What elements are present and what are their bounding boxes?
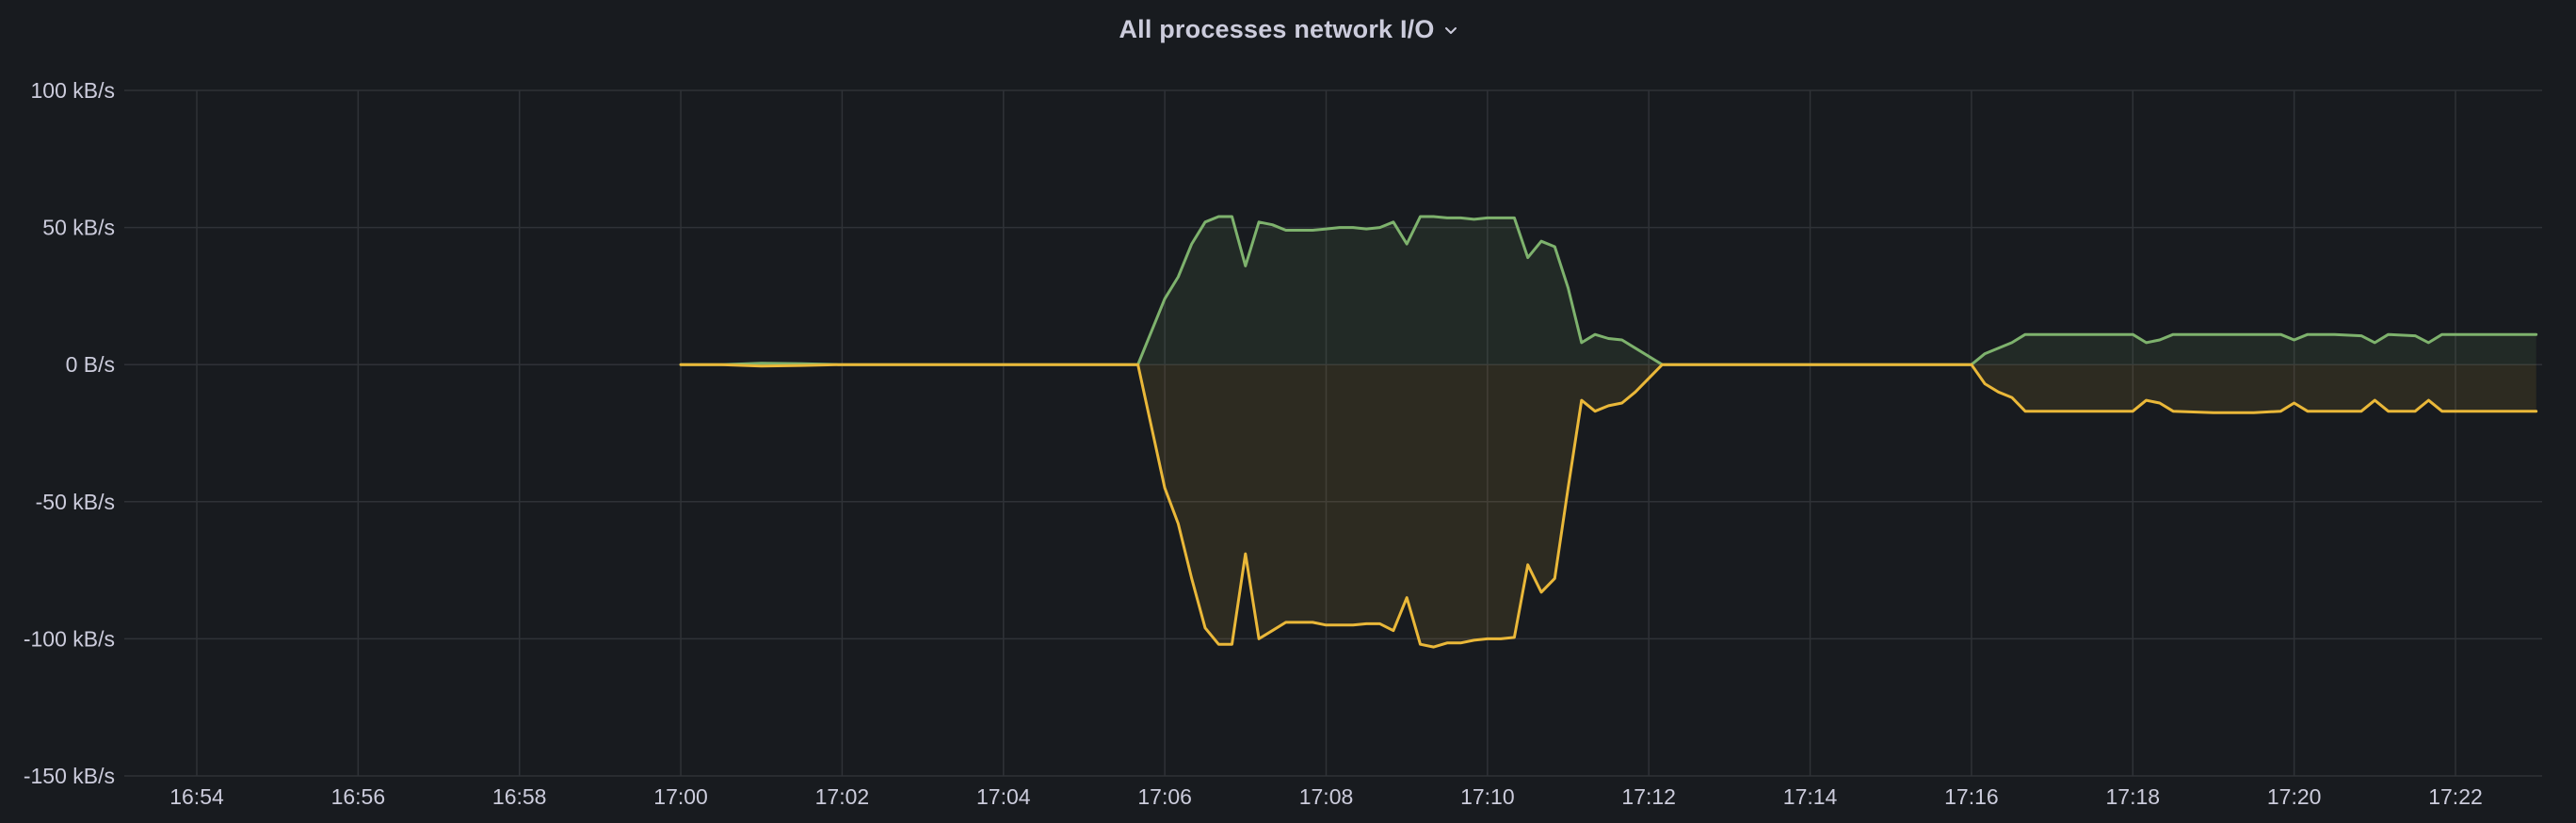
x-tick-label: 17:22 (2428, 784, 2483, 809)
x-tick-label: 17:04 (976, 784, 1031, 809)
panel-title-menu-button[interactable]: All processes network I/O (1109, 11, 1466, 48)
x-tick-label: 17:02 (815, 784, 870, 809)
series-2-line[interactable] (679, 363, 2538, 649)
x-tick-label: 17:14 (1783, 784, 1838, 809)
x-tick-label: 17:06 (1137, 784, 1192, 809)
chevron-down-icon (1444, 26, 1457, 36)
y-tick-label: -50 kB/s (36, 490, 115, 514)
y-tick-label: 0 B/s (66, 352, 115, 377)
series-2-area (681, 364, 2536, 648)
series-1-line[interactable] (679, 215, 2538, 366)
panel-header: All processes network I/O (0, 0, 2576, 58)
x-axis-labels: 16:54 16:56 16:58 17:00 17:02 17:04 17:06 17:08… (169, 784, 2483, 809)
x-tick-label: 16:54 (169, 784, 224, 809)
x-tick-label: 16:56 (331, 784, 386, 809)
x-tick-label: 17:10 (1460, 784, 1515, 809)
panel-title: All processes network I/O (1119, 14, 1435, 43)
x-tick-label: 17:08 (1299, 784, 1354, 809)
x-tick-label: 17:18 (2106, 784, 2161, 809)
y-axis-labels: 100 kB/s 50 kB/s 0 B/s -50 kB/s -100 kB/s -15… (24, 78, 115, 788)
series-1-area (681, 217, 2536, 365)
x-tick-label: 17:16 (1944, 784, 1999, 809)
x-tick-label: 16:58 (492, 784, 547, 809)
x-tick-label: 17:20 (2267, 784, 2322, 809)
series-lines (679, 215, 2538, 649)
x-tick-label: 17:12 (1621, 784, 1676, 809)
y-tick-label: -150 kB/s (24, 764, 115, 788)
series-areas (681, 217, 2536, 648)
y-tick-label: 50 kB/s (42, 216, 115, 240)
y-tick-label: -100 kB/s (24, 626, 115, 651)
y-tick-label: 100 kB/s (31, 78, 116, 103)
x-tick-label: 17:00 (653, 784, 708, 809)
